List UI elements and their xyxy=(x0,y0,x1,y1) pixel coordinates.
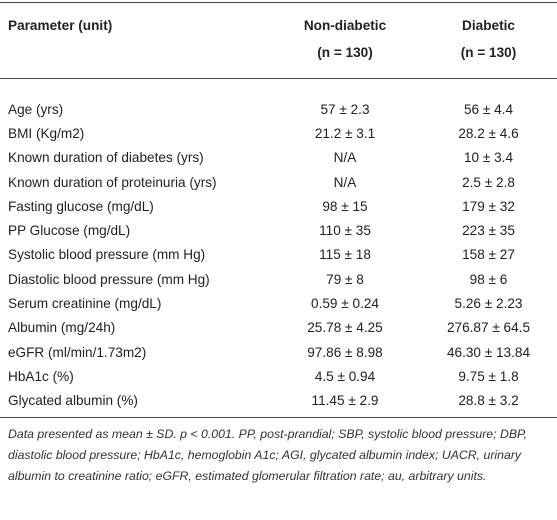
parameter-cell: HbA1c (%) xyxy=(8,368,74,384)
value-cell: 4.5 ± 0.94 xyxy=(314,368,376,384)
table-row: Age (yrs) 57 ± 2.3 56 ± 4.4 xyxy=(0,79,557,122)
table-row: Diastolic blood pressure (mm Hg) 79 ± 8 98… xyxy=(0,267,557,291)
parameter-cell: BMI (Kg/m2) xyxy=(8,125,85,141)
table-row: Systolic blood pressure (mm Hg) 115 ± 18 1… xyxy=(0,243,557,267)
value-cell: 98 ± 6 xyxy=(469,271,508,287)
parameter-cell: Age (yrs) xyxy=(8,101,64,117)
header-label: Parameter (unit) xyxy=(8,18,113,33)
value-cell: 179 ± 32 xyxy=(462,198,515,214)
footnote: Data presented as mean ± SD. p < 0.001. … xyxy=(8,426,528,484)
table-row: Serum creatinine (mg/dL) 0.59 ± 0.24 5.26 … xyxy=(0,291,557,315)
parameter-cell: Known duration of diabetes (yrs) xyxy=(8,150,204,166)
parameter-cell: Glycated albumin (%) xyxy=(8,393,138,409)
parameter-cell: PP Glucose (mg/dL) xyxy=(8,223,131,239)
value-cell: 276.87 ± 64.5 xyxy=(446,320,531,336)
value-cell: 0.59 ± 0.24 xyxy=(311,296,379,312)
value-cell: 79 ± 8 xyxy=(326,271,364,287)
table-row: eGFR (ml/min/1.73m2) 97.86 ± 8.98 46.30 ± … xyxy=(0,340,557,364)
value-cell: 158 ± 27 xyxy=(462,247,515,263)
parameter-cell: Fasting glucose (mg/dL) xyxy=(8,198,154,214)
parameter-cell: Diastolic blood pressure (mm Hg) xyxy=(8,271,210,287)
value-cell: 115 ± 18 xyxy=(319,247,371,263)
value-cell: 10 ± 3.4 xyxy=(463,150,514,166)
header-subtitle: (n = 130) xyxy=(317,45,373,60)
parameter-cell: eGFR (ml/min/1.73m2) xyxy=(8,344,147,360)
table-row: Known duration of proteinuria (yrs) N/A 2.… xyxy=(0,170,557,194)
table-row: PP Glucose (mg/dL) 110 ± 35 223 ± 35 xyxy=(0,218,557,242)
value-cell: 98 ± 15 xyxy=(322,198,368,214)
value-cell: 223 ± 35 xyxy=(462,223,515,239)
header-label: Diabetic xyxy=(462,18,515,33)
table-row: Albumin (mg/24h) 25.78 ± 4.25 276.87 ± 64.… xyxy=(0,316,557,340)
header-cell: Parameter (unit) xyxy=(0,3,270,79)
value-cell: 28.2 ± 4.6 xyxy=(458,125,519,141)
header-cell: Diabetic (n = 130) xyxy=(420,3,557,79)
header-row: Parameter (unit) Non-diabetic (n = 130) D… xyxy=(0,2,557,79)
value-cell: 97.86 ± 8.98 xyxy=(307,344,383,360)
value-cell: 11.45 ± 2.9 xyxy=(311,393,379,409)
parameter-cell: Systolic blood pressure (mm Hg) xyxy=(8,247,206,263)
parameter-cell: Albumin (mg/24h) xyxy=(8,320,116,336)
value-cell: 9.75 ± 1.8 xyxy=(458,368,519,384)
table-row: HbA1c (%) 4.5 ± 0.94 9.75 ± 1.8 xyxy=(0,364,557,388)
value-cell: 56 ± 4.4 xyxy=(463,101,514,117)
value-cell: 110 ± 35 xyxy=(319,223,371,239)
table-header: Parameter (unit) Non-diabetic (n = 130) D… xyxy=(0,2,557,79)
data-table: Parameter (unit) Non-diabetic (n = 130) D… xyxy=(0,2,557,418)
table-row: Glycated albumin (%) 11.45 ± 2.9 28.8 ± 3.… xyxy=(0,389,557,418)
header-cell: Non-diabetic (n = 130) xyxy=(270,3,420,79)
value-cell: 2.5 ± 2.8 xyxy=(462,174,515,190)
table-body: Age (yrs) 57 ± 2.3 56 ± 4.4 BMI (Kg/m2) 21.2… xyxy=(0,79,557,418)
value-cell: 57 ± 2.3 xyxy=(320,101,370,117)
value-cell: 28.8 ± 3.2 xyxy=(458,393,519,409)
header-label: Non-diabetic xyxy=(303,18,387,33)
value-cell: N/A xyxy=(333,174,357,190)
table-row: Known duration of diabetes (yrs) N/A 10 ± … xyxy=(0,146,557,170)
value-cell: 5.26 ± 2.23 xyxy=(454,296,523,312)
parameter-cell: Known duration of proteinuria (yrs) xyxy=(8,174,217,190)
value-cell: N/A xyxy=(333,150,357,166)
value-cell: 21.2 ± 3.1 xyxy=(314,125,376,141)
header-subtitle: (n = 130) xyxy=(460,45,517,60)
table-row: BMI (Kg/m2) 21.2 ± 3.1 28.2 ± 4.6 xyxy=(0,121,557,145)
value-cell: 25.78 ± 4.25 xyxy=(307,320,383,336)
parameter-cell: Serum creatinine (mg/dL) xyxy=(8,296,162,312)
value-cell: 46.30 ± 13.84 xyxy=(446,344,531,360)
table-row: Fasting glucose (mg/dL) 98 ± 15 179 ± 32 xyxy=(0,194,557,218)
